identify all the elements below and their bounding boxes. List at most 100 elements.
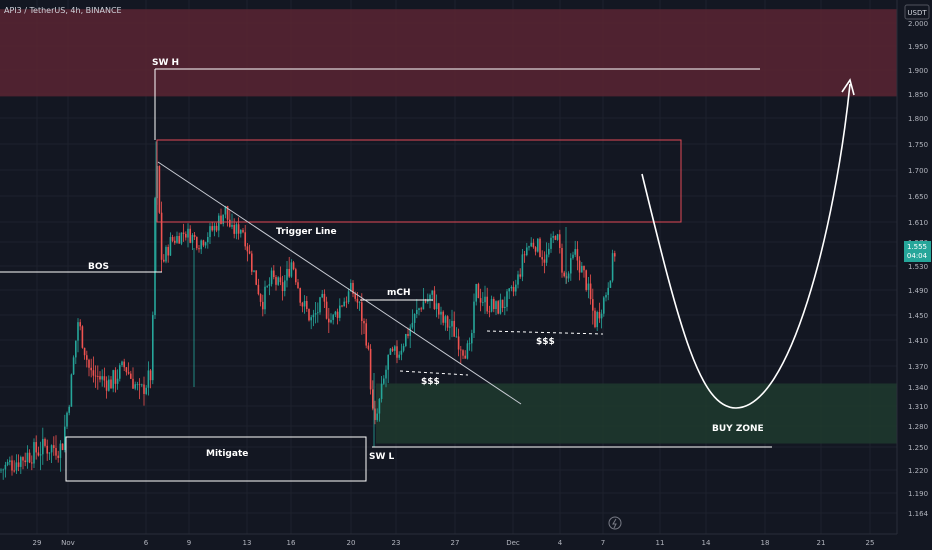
currency-button[interactable] — [904, 4, 930, 20]
candle-body — [123, 361, 125, 368]
x-tick-label: 18 — [761, 539, 770, 547]
candle-body — [101, 376, 103, 380]
y-tick-label: 1.900 — [908, 67, 928, 75]
candle-body — [57, 455, 59, 458]
candle-body — [185, 233, 187, 238]
candle-body — [207, 237, 209, 243]
candle-body — [262, 301, 264, 310]
candle-body — [44, 438, 46, 446]
candle-body — [374, 408, 376, 420]
candle-body — [6, 462, 9, 465]
candle-body — [339, 305, 341, 318]
candle-body — [497, 301, 499, 314]
candle-body — [105, 380, 108, 391]
x-tick-label: 4 — [558, 539, 563, 547]
candle-body — [70, 374, 73, 407]
candle-body — [330, 319, 332, 323]
lightning-icon-glyph — [612, 518, 617, 529]
candle-body — [55, 448, 57, 456]
mch-label: mCH — [387, 288, 411, 298]
candle-body — [15, 462, 18, 471]
candle-body — [442, 311, 444, 323]
candle-body — [596, 312, 598, 328]
candle-body — [211, 226, 213, 231]
candle-body — [453, 320, 455, 337]
candle-body — [548, 248, 550, 255]
lightning-icon[interactable] — [608, 516, 622, 530]
candle-body — [81, 326, 84, 348]
candle-body — [594, 310, 596, 328]
last-price-value: 1.555 — [907, 243, 927, 251]
candle-body — [424, 301, 427, 303]
candle-body — [187, 228, 189, 238]
candle-body — [158, 165, 161, 213]
candle-body — [246, 246, 249, 252]
drawings-layer: SW H BOS Trigger Line mCH $$$ $$$ Mitiga… — [0, 58, 855, 482]
y-tick-label: 1.450 — [908, 312, 928, 320]
y-tick-label: 1.220 — [908, 467, 928, 475]
candle-body — [178, 236, 180, 244]
candle-body — [288, 268, 290, 277]
candle-body — [440, 311, 442, 315]
candle-body — [152, 315, 154, 381]
candle-body — [229, 219, 231, 227]
candle-body — [552, 236, 554, 238]
candle-body — [301, 302, 304, 307]
candle-body — [488, 311, 491, 313]
candle-body — [350, 282, 352, 292]
buy-zone — [376, 383, 897, 444]
candle-body — [385, 369, 387, 379]
candle-body — [218, 215, 220, 231]
candle-body — [59, 443, 62, 458]
buy-zone-label: BUY ZONE — [712, 424, 764, 434]
y-axis-ticks: 2.000 1.950 1.900 1.850 1.800 1.750 1.700 1.650… — [908, 20, 929, 518]
candle-body — [455, 336, 458, 338]
candle-body — [422, 301, 425, 310]
candle-body — [541, 257, 543, 260]
candle-body — [449, 326, 451, 328]
candle-body — [147, 370, 150, 388]
candle-body — [233, 225, 235, 234]
candle-body — [119, 365, 121, 379]
candle-body — [515, 284, 517, 292]
candle-body — [297, 282, 299, 289]
chart-symbol-header: API3 / TetherUS, 4h, BINANCE — [4, 6, 122, 15]
candle-body — [248, 251, 251, 254]
candle-body — [369, 348, 372, 390]
candle-body — [325, 301, 328, 319]
trigger-line — [157, 161, 522, 405]
candle-body — [141, 384, 143, 386]
last-price-badge — [904, 241, 931, 262]
y-tick-label: 1.530 — [908, 263, 928, 271]
candle-body — [64, 426, 66, 451]
candle-body — [559, 234, 561, 248]
candle-body — [378, 398, 381, 414]
candle-body — [510, 286, 513, 289]
time-axis-panel[interactable] — [0, 534, 897, 550]
price-axis-panel[interactable] — [897, 0, 932, 534]
candle-body — [136, 384, 139, 386]
candle-body — [310, 317, 312, 321]
y-tick-label: 2.000 — [908, 20, 928, 28]
candle-body — [411, 322, 414, 328]
y-tick-label: 1.610 — [908, 219, 928, 227]
candle-body — [343, 301, 345, 307]
candle-body — [587, 283, 590, 290]
candle-body — [134, 384, 136, 389]
candle-body — [499, 299, 502, 314]
candle-body — [413, 313, 416, 323]
candle-body — [521, 254, 524, 277]
candle-body — [112, 370, 114, 389]
candle-body — [13, 470, 15, 472]
candle-body — [253, 270, 255, 272]
candle-body — [466, 343, 469, 359]
candle-body — [303, 300, 306, 307]
candles-layer — [0, 141, 616, 480]
y-tick-label: 1.164 — [908, 510, 929, 518]
candle-body — [226, 206, 229, 220]
x-tick-label: 11 — [656, 539, 665, 547]
candle-body — [255, 270, 257, 285]
candle-body — [53, 445, 55, 449]
candle-body — [257, 284, 260, 295]
